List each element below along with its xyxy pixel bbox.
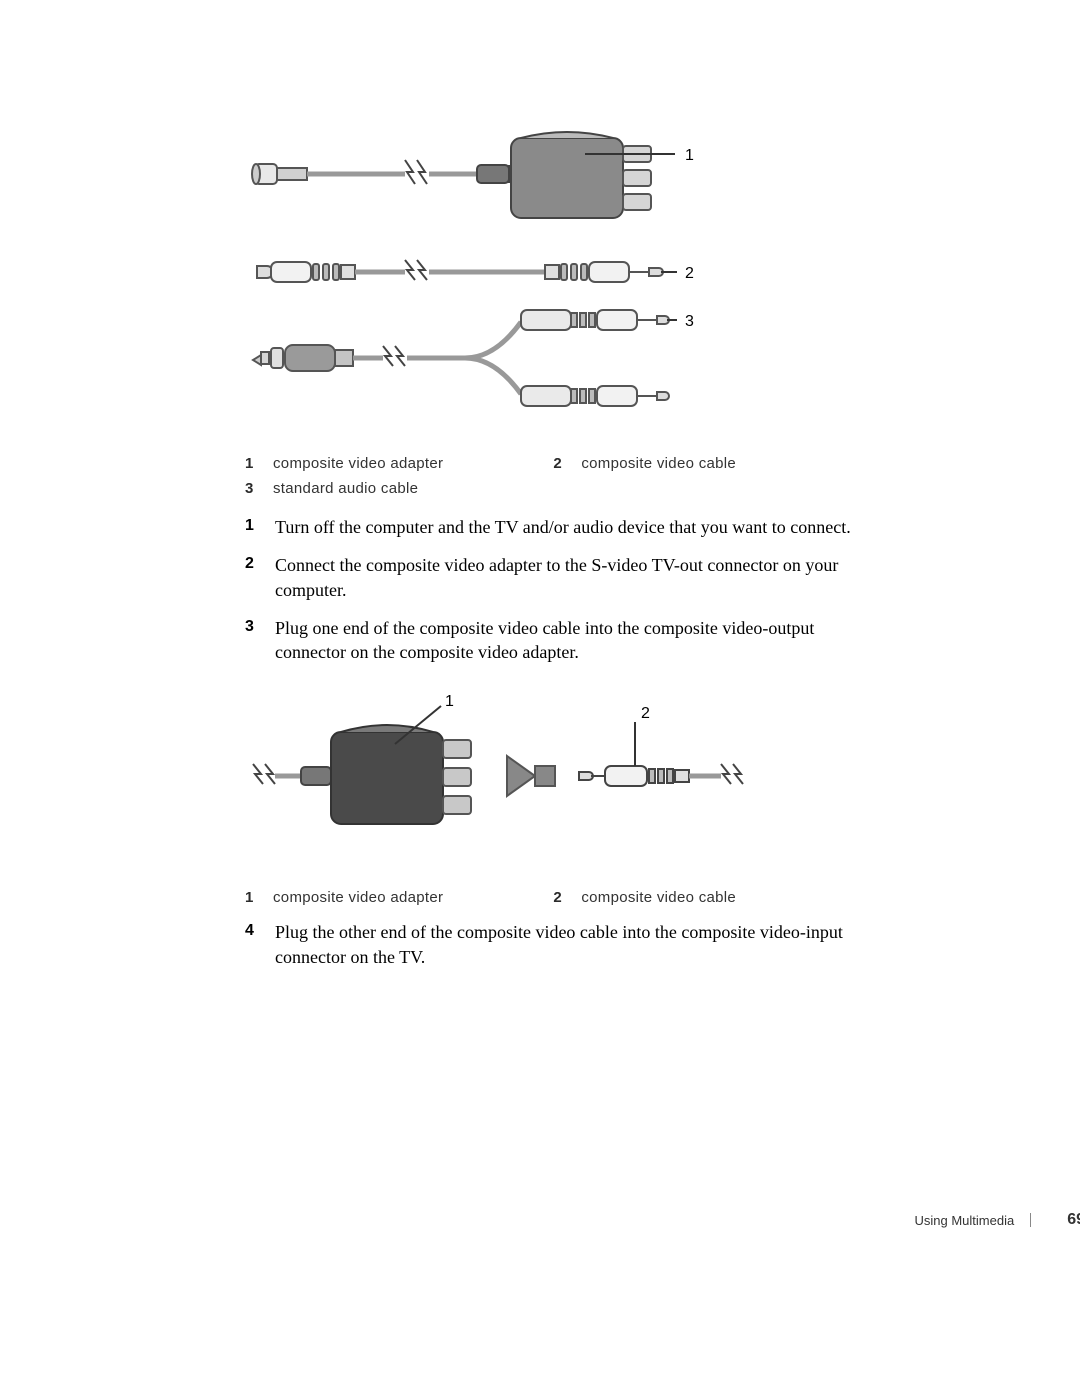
svg-text:2: 2 <box>685 265 694 282</box>
page-number: 69 <box>1067 1211 1080 1229</box>
step-text: Connect the composite video adapter to t… <box>275 553 885 602</box>
legend-label: composite video cable <box>581 455 736 472</box>
legend-num: 1 <box>245 455 273 472</box>
step: 4Plug the other end of the composite vid… <box>245 920 885 969</box>
legend-item: 2 composite video cable <box>553 889 736 906</box>
legend-num: 1 <box>245 889 273 906</box>
legend-item: 1 composite video adapter <box>245 455 443 472</box>
footer-section: Using Multimedia <box>915 1213 1015 1228</box>
step-num: 4 <box>245 920 275 969</box>
step-num: 1 <box>245 515 275 539</box>
figure-cables-three: 1 <box>245 110 885 435</box>
figure1-legend-row1: 1 composite video adapter 2 composite vi… <box>245 455 885 472</box>
step-num: 3 <box>245 616 275 665</box>
step-num: 2 <box>245 553 275 602</box>
svg-text:3: 3 <box>685 313 694 330</box>
figure2-legend: 1 composite video adapter 2 composite vi… <box>245 889 885 906</box>
instruction-steps-1: 1Turn off the computer and the TV and/or… <box>245 515 885 664</box>
footer-separator <box>1030 1213 1031 1227</box>
step: 2Connect the composite video adapter to … <box>245 553 885 602</box>
legend-label: composite video cable <box>581 889 736 906</box>
legend-item: 3 standard audio cable <box>245 480 418 497</box>
page-footer: Using Multimedia 69 <box>915 1211 1080 1229</box>
legend-item: 2 composite video cable <box>553 455 736 472</box>
legend-label: composite video adapter <box>273 889 443 906</box>
legend-label: composite video adapter <box>273 455 443 472</box>
instruction-steps-2: 4Plug the other end of the composite vid… <box>245 920 885 969</box>
svg-text:2: 2 <box>641 705 650 722</box>
manual-page: 1 <box>0 0 1080 969</box>
step: 1Turn off the computer and the TV and/or… <box>245 515 885 539</box>
step: 3Plug one end of the composite video cab… <box>245 616 885 665</box>
step-text: Turn off the computer and the TV and/or … <box>275 515 851 539</box>
figure1-legend-row2: 3 standard audio cable <box>245 480 885 497</box>
step-text: Plug the other end of the composite vide… <box>275 920 885 969</box>
figure-adapter-plug: 1 2 <box>245 694 885 869</box>
svg-text:1: 1 <box>685 147 694 164</box>
legend-label: standard audio cable <box>273 480 418 497</box>
legend-num: 2 <box>553 889 581 906</box>
legend-num: 2 <box>553 455 581 472</box>
step-text: Plug one end of the composite video cabl… <box>275 616 885 665</box>
svg-text:1: 1 <box>445 694 454 710</box>
legend-item: 1 composite video adapter <box>245 889 443 906</box>
legend-num: 3 <box>245 480 273 497</box>
